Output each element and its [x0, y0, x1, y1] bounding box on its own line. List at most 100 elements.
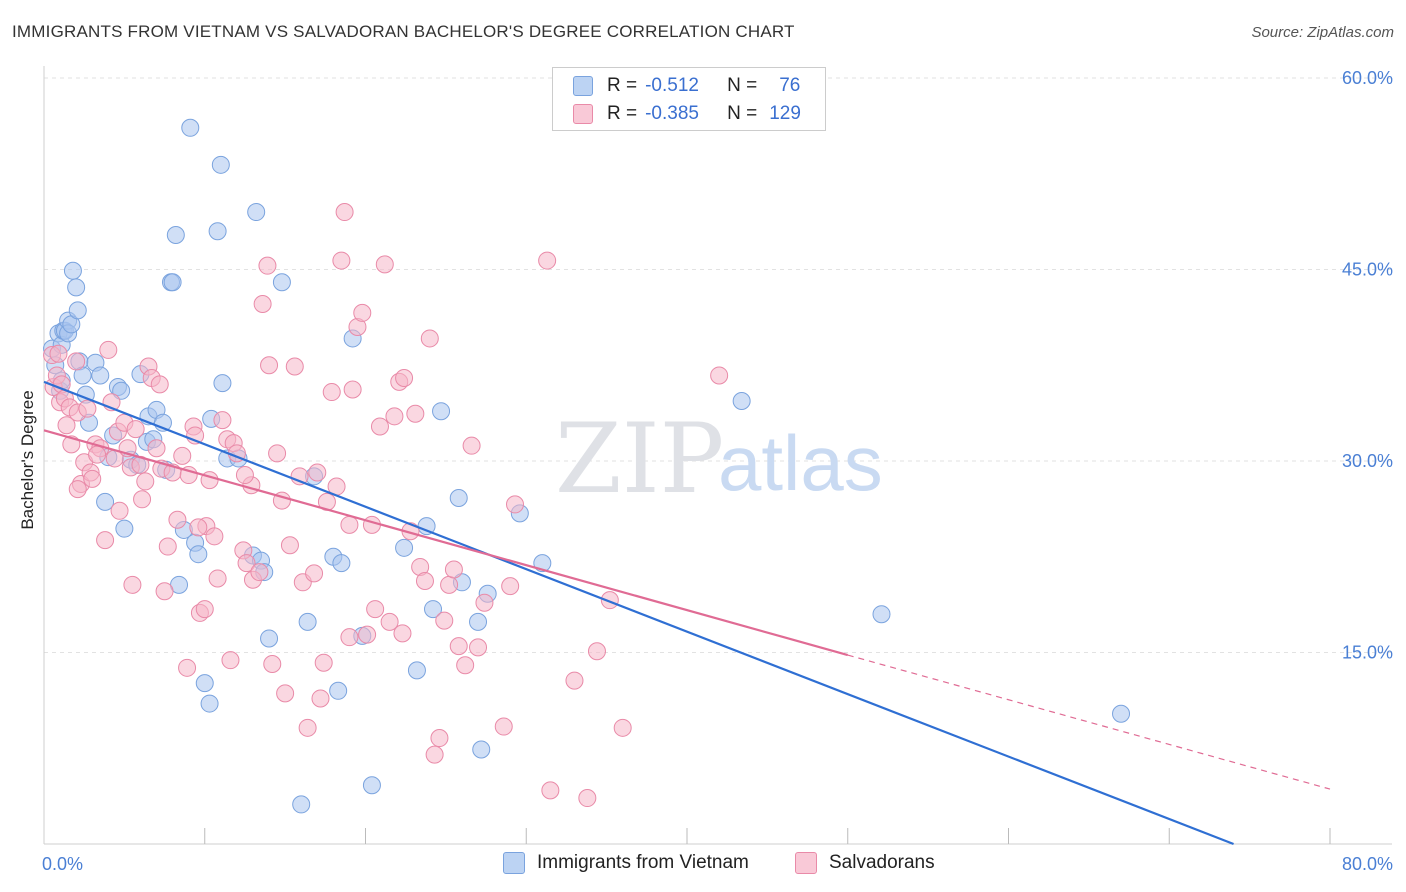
- data-point[interactable]: [370, 417, 389, 436]
- data-point[interactable]: [110, 501, 129, 520]
- data-point[interactable]: [133, 490, 152, 509]
- data-point[interactable]: [150, 375, 169, 394]
- data-point[interactable]: [260, 629, 279, 648]
- data-point[interactable]: [314, 653, 333, 672]
- data-point[interactable]: [208, 569, 227, 588]
- data-point[interactable]: [322, 383, 341, 402]
- data-point[interactable]: [211, 155, 230, 174]
- data-point[interactable]: [63, 261, 82, 280]
- data-point[interactable]: [407, 661, 426, 680]
- data-point[interactable]: [366, 600, 385, 619]
- data-point[interactable]: [237, 554, 256, 573]
- data-point[interactable]: [406, 404, 425, 423]
- data-point[interactable]: [393, 624, 412, 643]
- data-point[interactable]: [380, 612, 399, 631]
- data-point[interactable]: [213, 411, 232, 430]
- data-point[interactable]: [872, 605, 891, 624]
- data-point[interactable]: [178, 658, 197, 677]
- data-point[interactable]: [538, 251, 557, 270]
- data-point[interactable]: [268, 444, 287, 463]
- data-point[interactable]: [449, 637, 468, 656]
- data-point[interactable]: [235, 466, 254, 485]
- data-point[interactable]: [68, 301, 87, 320]
- data-point[interactable]: [189, 545, 208, 564]
- data-point[interactable]: [272, 273, 291, 292]
- data-point[interactable]: [126, 420, 145, 439]
- data-point[interactable]: [96, 492, 115, 511]
- data-point[interactable]: [340, 628, 359, 647]
- data-point[interactable]: [88, 445, 107, 464]
- data-point[interactable]: [332, 251, 351, 270]
- data-point[interactable]: [57, 416, 76, 435]
- data-point[interactable]: [91, 366, 110, 385]
- data-point[interactable]: [587, 642, 606, 661]
- data-point[interactable]: [280, 536, 299, 555]
- data-point[interactable]: [435, 611, 454, 630]
- data-point[interactable]: [292, 795, 311, 814]
- data-point[interactable]: [173, 446, 192, 465]
- data-point[interactable]: [158, 537, 177, 556]
- data-point[interactable]: [67, 352, 86, 371]
- data-point[interactable]: [155, 582, 174, 601]
- data-point[interactable]: [613, 718, 632, 737]
- data-point[interactable]: [462, 436, 481, 455]
- data-point[interactable]: [541, 781, 560, 800]
- data-point[interactable]: [78, 399, 97, 418]
- data-point[interactable]: [430, 729, 449, 748]
- data-point[interactable]: [432, 402, 451, 421]
- data-point[interactable]: [136, 472, 155, 491]
- data-point[interactable]: [456, 656, 475, 675]
- data-point[interactable]: [578, 789, 597, 808]
- data-point[interactable]: [343, 380, 362, 399]
- data-point[interactable]: [67, 278, 86, 297]
- data-point[interactable]: [395, 538, 414, 557]
- data-point[interactable]: [49, 344, 68, 363]
- data-point[interactable]: [115, 519, 134, 538]
- data-point[interactable]: [258, 256, 277, 275]
- data-point[interactable]: [68, 480, 87, 499]
- data-point[interactable]: [195, 600, 214, 619]
- data-point[interactable]: [298, 612, 317, 631]
- data-point[interactable]: [449, 489, 468, 508]
- data-point[interactable]: [375, 255, 394, 274]
- data-point[interactable]: [420, 329, 439, 348]
- data-point[interactable]: [205, 527, 224, 546]
- legend-item-vietnam[interactable]: Immigrants from Vietnam: [503, 852, 749, 874]
- data-point[interactable]: [221, 651, 240, 670]
- data-point[interactable]: [166, 226, 185, 245]
- data-point[interactable]: [358, 625, 377, 644]
- data-point[interactable]: [96, 531, 115, 550]
- data-point[interactable]: [335, 203, 354, 222]
- data-point[interactable]: [710, 366, 729, 385]
- data-point[interactable]: [329, 681, 348, 700]
- data-point[interactable]: [494, 717, 513, 736]
- data-point[interactable]: [99, 340, 118, 359]
- data-point[interactable]: [179, 466, 198, 485]
- data-point[interactable]: [189, 518, 208, 537]
- data-point[interactable]: [395, 369, 414, 388]
- data-point[interactable]: [424, 600, 443, 619]
- data-point[interactable]: [147, 439, 166, 458]
- data-point[interactable]: [285, 357, 304, 376]
- data-point[interactable]: [362, 776, 381, 795]
- data-point[interactable]: [501, 577, 520, 596]
- data-point[interactable]: [208, 222, 227, 241]
- data-point[interactable]: [195, 674, 214, 693]
- data-point[interactable]: [311, 689, 330, 708]
- data-point[interactable]: [444, 560, 463, 579]
- data-point[interactable]: [247, 203, 266, 222]
- data-point[interactable]: [200, 694, 219, 713]
- data-point[interactable]: [469, 638, 488, 657]
- data-point[interactable]: [469, 612, 488, 631]
- data-point[interactable]: [308, 463, 327, 482]
- data-point[interactable]: [123, 575, 142, 594]
- data-point[interactable]: [260, 356, 279, 375]
- data-point[interactable]: [213, 374, 232, 393]
- data-point[interactable]: [415, 572, 434, 591]
- data-point[interactable]: [250, 563, 269, 582]
- data-point[interactable]: [353, 303, 372, 322]
- data-point[interactable]: [181, 118, 200, 137]
- data-point[interactable]: [472, 740, 491, 759]
- data-point[interactable]: [565, 671, 584, 690]
- data-point[interactable]: [83, 469, 102, 488]
